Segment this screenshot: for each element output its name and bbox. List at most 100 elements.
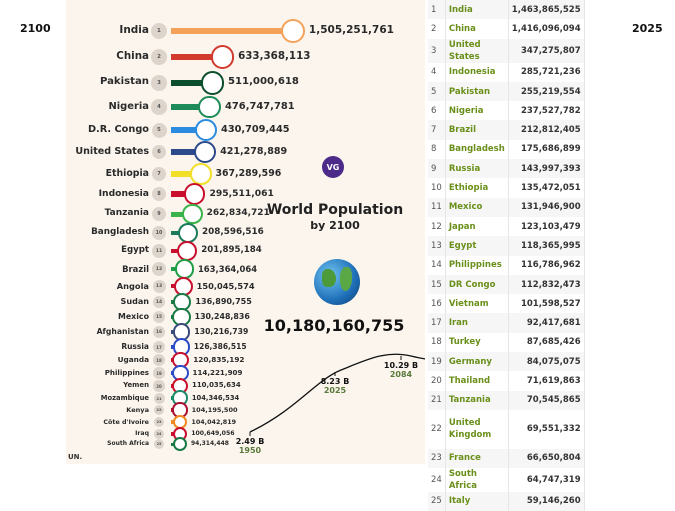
- table-row: 23 France 66,650,804: [428, 448, 585, 468]
- population-value: 262,834,721: [206, 208, 270, 219]
- source-label: UN.: [68, 453, 83, 461]
- population-value: 94,314,448: [191, 440, 229, 448]
- population-cell: 285,721,236: [508, 62, 585, 82]
- rank-badge: 23: [153, 416, 165, 428]
- population-value: 104,042,819: [191, 417, 237, 426]
- table-row: 15 DR Congo 112,832,473: [428, 274, 585, 295]
- rank-badge: 3: [151, 75, 167, 91]
- rank-cell: 25: [428, 491, 446, 511]
- rank-badge: 22: [153, 404, 165, 416]
- rank-cell: 7: [428, 120, 446, 140]
- table-row: 12 Japan 123,103,479: [428, 216, 585, 237]
- country-label: Ethiopia: [105, 167, 149, 179]
- country-link[interactable]: Egypt: [445, 236, 509, 256]
- rank-cell: 17: [428, 313, 446, 333]
- country-flag-icon: [280, 19, 305, 43]
- country-label: Mexico: [118, 311, 149, 321]
- rank-cell: 9: [428, 159, 446, 179]
- country-flag-icon: [184, 183, 206, 205]
- country-link[interactable]: Pakistan: [445, 81, 509, 102]
- table-row: 2 China 1,416,096,094: [428, 19, 585, 39]
- population-cell: 92,417,681: [508, 313, 585, 333]
- population-cell: 87,685,426: [508, 332, 585, 353]
- rank-badge: 12: [152, 262, 166, 276]
- trend-line: [249, 353, 425, 433]
- country-link[interactable]: Bangladesh: [445, 139, 509, 160]
- country-link[interactable]: Mexico: [445, 197, 509, 217]
- population-value: 633,368,113: [238, 50, 311, 63]
- country-label: South Africa: [107, 440, 149, 448]
- infographic-subtitle: by 2100: [310, 219, 360, 232]
- population-value: 110,035,634: [192, 381, 241, 390]
- population-bar: [171, 149, 206, 155]
- country-link[interactable]: Russia: [445, 159, 509, 179]
- population-value: 295,511,061: [209, 188, 274, 200]
- infographic-title: World Population: [266, 202, 404, 218]
- trend-value-label: 8.23 B: [321, 377, 350, 386]
- country-label: Mozambique: [100, 393, 149, 402]
- population-value: 104,346,534: [191, 393, 240, 402]
- country-link[interactable]: Thailand: [445, 371, 509, 391]
- country-link[interactable]: Japan: [445, 216, 509, 237]
- country-label: Indonesia: [98, 188, 149, 200]
- country-link[interactable]: Italy: [445, 491, 509, 511]
- country-label: Côte d'Ivoire: [103, 417, 149, 426]
- country-link[interactable]: Philippines: [445, 255, 509, 275]
- population-cell: 69,551,332: [508, 409, 585, 449]
- country-link[interactable]: Nigeria: [445, 101, 509, 121]
- country-label: Yemen: [123, 381, 149, 390]
- population-cell: 112,832,473: [508, 274, 585, 295]
- population-value: 421,278,889: [220, 145, 288, 157]
- population-value: 511,000,618: [227, 76, 299, 88]
- population-cell: 143,997,393: [508, 159, 585, 179]
- population-value: 104,195,500: [191, 405, 238, 414]
- country-link[interactable]: Ethiopia: [445, 178, 509, 198]
- population-value: 430,709,445: [221, 123, 290, 135]
- country-flag-icon: [198, 95, 221, 119]
- table-row: 19 Germany 84,075,075: [428, 352, 585, 372]
- rank-cell: 22: [428, 409, 446, 449]
- rank-cell: 13: [428, 236, 446, 256]
- country-label: Brazil: [122, 263, 149, 274]
- country-link[interactable]: France: [445, 448, 509, 468]
- population-value: 150,045,574: [196, 280, 255, 291]
- country-flag-icon: [210, 45, 235, 69]
- country-link[interactable]: South Africa: [445, 467, 509, 492]
- country-link[interactable]: United Kingdom: [445, 409, 509, 449]
- country-label: Egypt: [121, 245, 149, 256]
- population-value: 114,221,909: [192, 368, 243, 378]
- population-cell: 123,103,479: [508, 216, 585, 237]
- country-link[interactable]: Iran: [445, 313, 509, 333]
- rank-cell: 18: [428, 332, 446, 353]
- country-link[interactable]: Tanzania: [445, 390, 509, 410]
- population-cell: 255,219,554: [508, 81, 585, 102]
- country-link[interactable]: Indonesia: [445, 62, 509, 82]
- rank-cell: 3: [428, 38, 446, 63]
- trend-year-label: 1950: [239, 446, 262, 455]
- population-value: 130,216,739: [194, 327, 249, 336]
- table-row: 7 Brazil 212,812,405: [428, 120, 585, 140]
- country-label: Afghanistan: [96, 327, 149, 336]
- country-link[interactable]: Germany: [445, 352, 509, 372]
- vg-logo: VG: [322, 156, 344, 178]
- rank-cell: 4: [428, 62, 446, 82]
- country-link[interactable]: United States: [445, 38, 509, 63]
- rank-badge: 11: [152, 244, 166, 258]
- table-row: 25 Italy 59,146,260: [428, 491, 585, 511]
- population-cell: 1,463,865,525: [508, 0, 585, 20]
- country-link[interactable]: Vietnam: [445, 294, 509, 314]
- right-year-label: 2025: [632, 22, 663, 35]
- rank-badge: 2: [151, 49, 167, 65]
- country-link[interactable]: India: [445, 0, 509, 20]
- table-row: 11 Mexico 131,946,900: [428, 197, 585, 217]
- country-link[interactable]: China: [445, 19, 509, 39]
- population-2025-table: 1 India 1,463,865,525 2 China 1,416,096,…: [428, 0, 585, 511]
- country-label: Sudan: [120, 296, 149, 306]
- country-link[interactable]: DR Congo: [445, 274, 509, 295]
- population-value: 163,364,064: [197, 263, 258, 274]
- country-link[interactable]: Turkey: [445, 332, 509, 353]
- rank-badge: 9: [152, 207, 166, 221]
- population-cell: 101,598,527: [508, 294, 585, 314]
- country-link[interactable]: Brazil: [445, 120, 509, 140]
- table-row: 6 Nigeria 237,527,782: [428, 101, 585, 121]
